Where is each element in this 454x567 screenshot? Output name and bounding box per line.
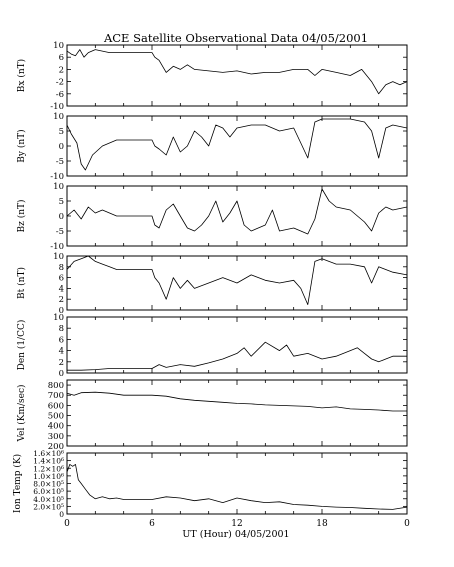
x-axis-label: UT (Hour) 04/05/2001 (182, 529, 289, 540)
y-tick-label: 5 (59, 197, 64, 207)
y-tick-label: 10 (53, 41, 64, 51)
y-tick-label: 500 (48, 412, 64, 422)
y-axis-label: Bz (nT) (16, 199, 27, 232)
series-line-by (66, 118, 408, 171)
y-axis-label: Vel (Km/sec) (16, 384, 27, 442)
y-tick-label: 4 (59, 284, 64, 294)
y-tick-label: 5 (59, 127, 64, 137)
y-tick-label: 6.0×10⁵ (33, 487, 64, 496)
y-tick-label: 10 (53, 182, 64, 192)
x-tick-label: 12 (231, 519, 242, 529)
y-tick-label: 0 (59, 510, 64, 519)
panels-container: 10 6 2 -2 -6 -10 Bx (nT) 10 5 0 -5 -10 By (nT) 10 5 0 -5… (12, 41, 408, 519)
y-tick-label: 6 (59, 274, 64, 284)
y-tick-label: 800 (48, 381, 64, 391)
y-axis-label: Den (1/CC) (16, 320, 27, 371)
y-tick-label: 10 (53, 252, 64, 262)
y-tick-label: 2 (59, 358, 64, 368)
panel-bx: 10 6 2 -2 -6 -10 Bx (nT) (16, 41, 408, 112)
x-tick-label: 6 (149, 519, 155, 529)
panel-frame (66, 452, 408, 515)
y-tick-label: -10 (50, 102, 64, 112)
y-tick-label: 8.0×10⁵ (33, 480, 64, 489)
y-tick-label: -10 (50, 172, 64, 182)
y-axis-label: By (nT) (16, 129, 27, 162)
y-tick-label: 0 (59, 369, 64, 379)
y-tick-label: -6 (56, 90, 64, 100)
x-axis: 0 6 12 18 0 (64, 519, 410, 529)
series-line-vel (66, 391, 407, 412)
y-tick-label: -5 (56, 227, 64, 237)
series-line-temp (66, 463, 408, 510)
y-tick-label: -10 (50, 242, 64, 252)
y-tick-label: 200 (48, 442, 64, 452)
panel-temp: 1.6×10⁶1.4×10⁶1.2×10⁶1.0×10⁶8.0×10⁵6.0×1… (12, 449, 408, 519)
panel-frame (66, 44, 408, 107)
panel-frame (66, 115, 408, 177)
y-tick-label: 700 (48, 391, 64, 401)
y-tick-label: 10 (53, 313, 64, 323)
y-tick-label: 8 (59, 324, 64, 334)
y-tick-label: 0 (59, 306, 64, 316)
y-tick-label: 2 (59, 65, 64, 75)
y-tick-label: 1.2×10⁶ (33, 464, 64, 473)
panel-frame (66, 316, 408, 374)
series-line-bt (66, 255, 408, 306)
x-tick-label: 0 (64, 519, 70, 529)
y-tick-label: 1.6×10⁶ (33, 449, 64, 458)
series-line-den (67, 341, 407, 371)
y-tick-label: 8 (59, 263, 64, 273)
y-axis-label: Ion Temp (K) (12, 454, 23, 513)
y-tick-label: 0 (59, 212, 64, 222)
y-tick-label: 400 (48, 422, 64, 432)
y-tick-label: 1.0×10⁶ (33, 472, 64, 481)
y-tick-label: -5 (56, 157, 64, 167)
y-tick-label: 4.0×10⁵ (33, 495, 64, 504)
panel-frame (66, 379, 408, 447)
y-tick-label: 6 (59, 335, 64, 345)
y-axis-label: Bt (nT) (16, 267, 27, 299)
y-axis-label: Bx (nT) (16, 59, 27, 92)
y-tick-label: 2 (59, 295, 64, 305)
y-tick-label: 10 (53, 112, 64, 122)
x-tick-label: 18 (316, 519, 328, 529)
panel-bz: 10 5 0 -5 -10 Bz (nT) (16, 182, 408, 252)
series-line-bz (66, 188, 408, 235)
y-tick-label: 1.4×10⁶ (33, 457, 64, 466)
y-tick-label: -2 (56, 78, 64, 88)
y-tick-label: 6 (59, 53, 64, 63)
chart-title: ACE Satellite Observational Data 04/05/2… (103, 31, 368, 45)
y-tick-label: 0 (59, 142, 64, 152)
series-line-bx (66, 49, 408, 95)
y-tick-label: 2.0×10⁵ (33, 502, 64, 511)
y-tick-label: 600 (48, 401, 64, 411)
x-tick-label: 0 (404, 519, 410, 529)
y-tick-label: 4 (59, 347, 64, 357)
panel-by: 10 5 0 -5 -10 By (nT) (16, 112, 408, 182)
y-tick-label: 300 (48, 432, 64, 442)
